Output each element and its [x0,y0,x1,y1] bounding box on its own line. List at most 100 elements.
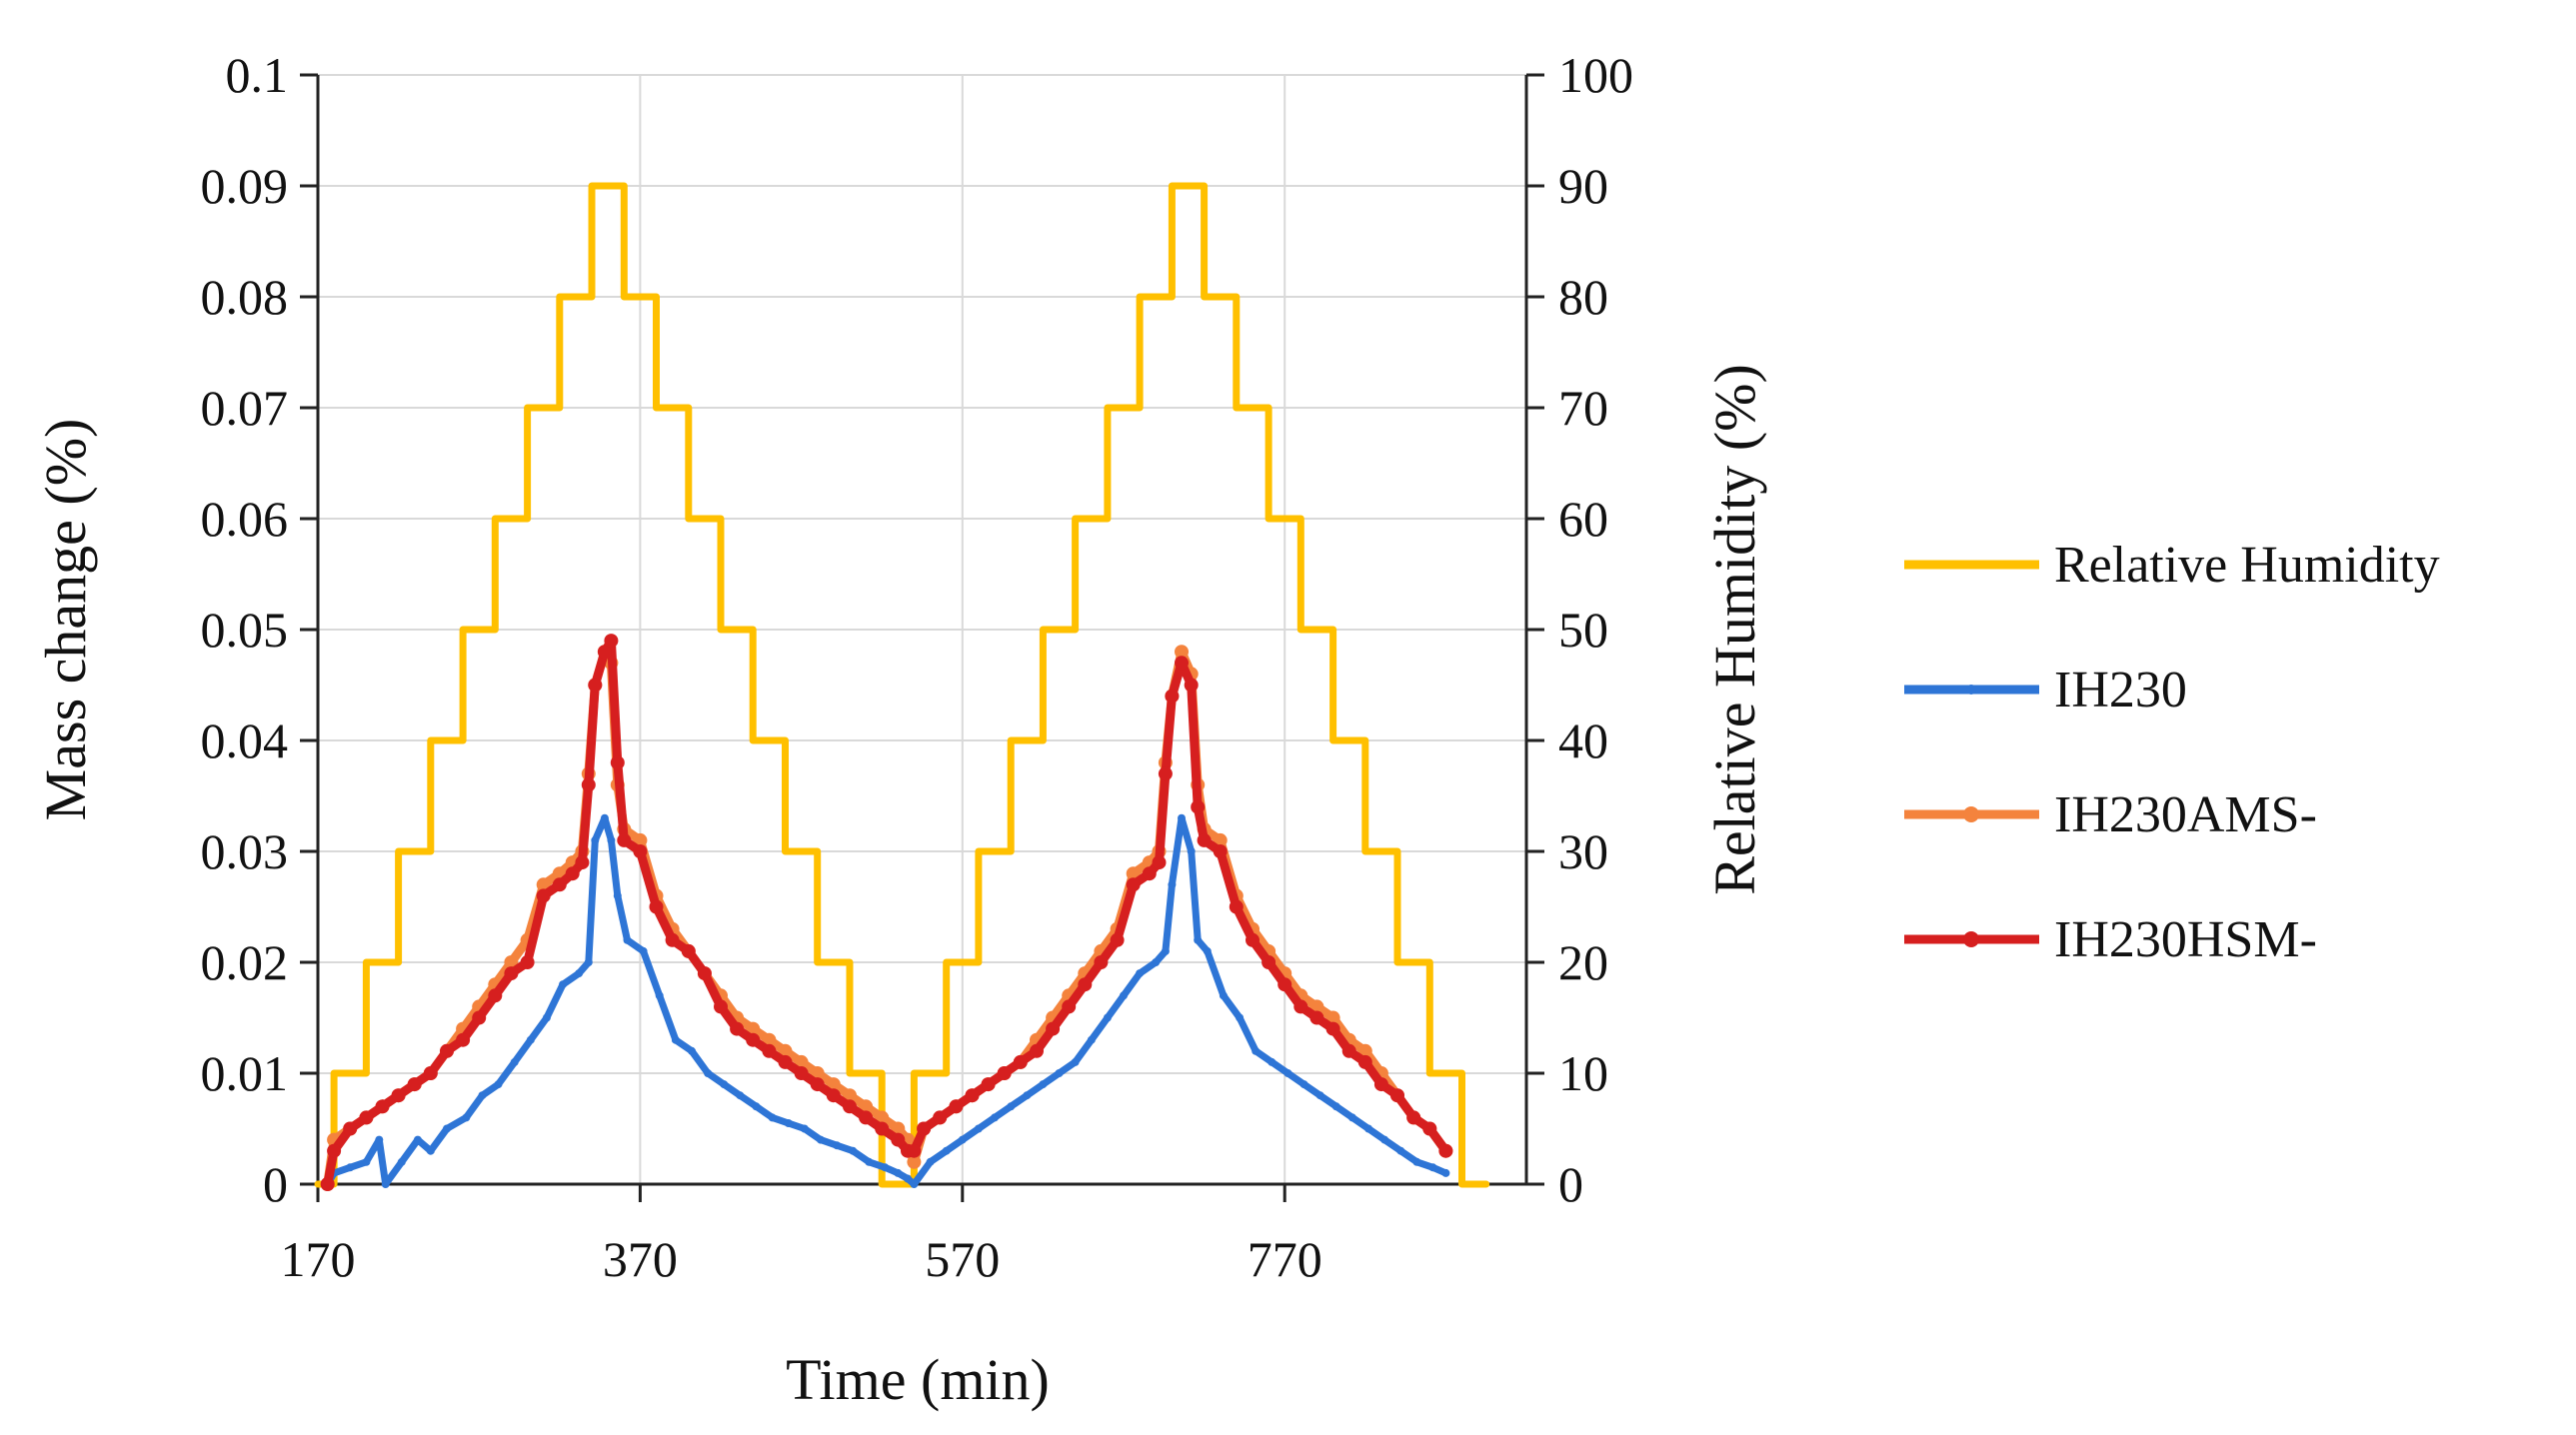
y2-tick-label: 20 [1558,934,1608,990]
data-point-ih230hsm [933,1110,948,1125]
data-point-ih230 [1364,1124,1372,1133]
data-point-ih230hsm [536,888,551,903]
data-point-ih230 [362,1157,371,1166]
data-point-ih230hsm [981,1077,996,1092]
y-tick-label: 0.05 [201,602,289,658]
data-point-ih230 [1441,1168,1450,1177]
data-point-ih230hsm [1309,1010,1324,1025]
data-point-ih230 [1071,1057,1080,1066]
y-tick-label: 0.01 [201,1045,289,1101]
data-point-ih230hsm [633,844,648,858]
data-point-ih230hsm [604,634,619,649]
data-point-ih230 [494,1080,503,1089]
y2-tick-label: 80 [1558,269,1608,325]
data-point-ih230 [752,1102,761,1111]
data-point-ih230hsm [1262,955,1277,969]
data-point-ih230 [1007,1102,1016,1111]
data-point-ih230hsm [423,1066,438,1080]
data-point-ih230hsm [1390,1088,1404,1103]
data-point-ih230 [1194,935,1203,944]
data-point-ih230hsm [1278,977,1292,992]
data-point-ih230 [639,946,648,955]
data-point-ih230 [991,1113,999,1122]
data-point-ih230hsm [875,1121,890,1136]
data-point-ih230 [958,1135,967,1144]
data-point-ih230hsm [1184,678,1199,693]
data-point-ih230 [720,1080,729,1089]
data-point-ih230 [865,1157,874,1166]
y-axis-title: Mass change (%) [33,419,98,821]
data-point-ih230 [1252,1046,1261,1055]
y-tick-label: 0.09 [201,158,289,214]
data-point-ih230hsm [762,1043,777,1058]
series-line-ih230ams [323,647,1450,1189]
data-point-ih230hsm [1152,855,1167,870]
data-point-ih230hsm [778,1054,793,1069]
data-point-ih230hsm [597,645,612,660]
data-point-ih230hsm [1197,832,1212,847]
data-point-ih230 [346,1163,355,1172]
series-relative-humidity [314,182,1490,1188]
data-point-ih230hsm [1110,932,1125,947]
data-point-ih230hsm [327,1143,342,1158]
legend-label-ih230ams: IH230AMS- [2054,786,2317,843]
data-point-ih230hsm [907,1143,922,1158]
data-point-ih230hsm [681,943,696,958]
data-point-ih230 [704,1069,713,1077]
data-point-ih230 [1284,1069,1292,1077]
data-point-ih230hsm [1142,866,1157,881]
data-point-ih230 [1087,1035,1096,1044]
axis-layer [300,73,1544,1202]
data-point-ih230hsm [1175,656,1189,671]
data-point-ih230 [910,1180,919,1188]
data-point-ih230 [1219,991,1228,1000]
data-point-ih230 [881,1163,890,1172]
data-point-ih230 [526,1035,535,1044]
data-point-ih230hsm [1341,1043,1356,1058]
data-point-ih230hsm [1046,1021,1061,1036]
x-tick-label: 170 [281,1231,356,1287]
y-tick-label: 0.08 [201,269,289,325]
data-point-ih230hsm [1165,689,1180,704]
legend-label-ih230: IH230 [2054,662,2187,718]
data-point-ih230 [381,1180,390,1188]
data-point-ih230 [1331,1102,1340,1111]
data-point-ih230hsm [917,1121,932,1136]
data-point-ih230 [655,991,664,1000]
data-point-ih230hsm [617,832,632,847]
data-point-ih230hsm [1293,999,1308,1014]
y2-tick-label: 30 [1558,823,1608,879]
data-point-ih230 [894,1168,903,1177]
data-point-ih230ams [1175,645,1189,660]
series-line-ih230hsm [323,636,1450,1189]
data-point-ih230 [849,1146,858,1155]
data-point-ih230 [1347,1113,1356,1122]
data-point-ih230hsm [649,899,664,914]
legend-item-relative-humidity: Relative Humidity [1904,537,2440,594]
data-point-ih230hsm [456,1032,471,1047]
legend-marker-ih230hsm [1963,931,1979,947]
data-point-ih230hsm [891,1132,906,1147]
data-point-ih230hsm [391,1088,406,1103]
data-point-ih230 [1039,1080,1048,1089]
data-point-ih230 [1412,1157,1421,1166]
data-point-ih230hsm [343,1121,358,1136]
data-point-ih230 [736,1091,745,1100]
data-point-ih230hsm [1013,1054,1028,1069]
data-point-ih230hsm [1078,977,1093,992]
grid-layer [318,74,1526,1185]
data-point-ih230 [1203,946,1212,955]
data-point-ih230hsm [949,1099,964,1114]
legend-marker-ih230ams [1963,806,1979,822]
data-point-ih230hsm [1213,844,1228,858]
data-point-ih230 [942,1146,951,1155]
data-point-ih230 [375,1135,384,1144]
series-ih230ams [320,645,1453,1191]
y2-tick-label: 40 [1558,713,1608,768]
data-point-ih230 [1023,1091,1032,1100]
data-point-ih230 [413,1135,422,1144]
data-point-ih230 [1299,1080,1308,1089]
data-point-ih230 [584,958,593,966]
data-point-ih230hsm [552,877,567,892]
